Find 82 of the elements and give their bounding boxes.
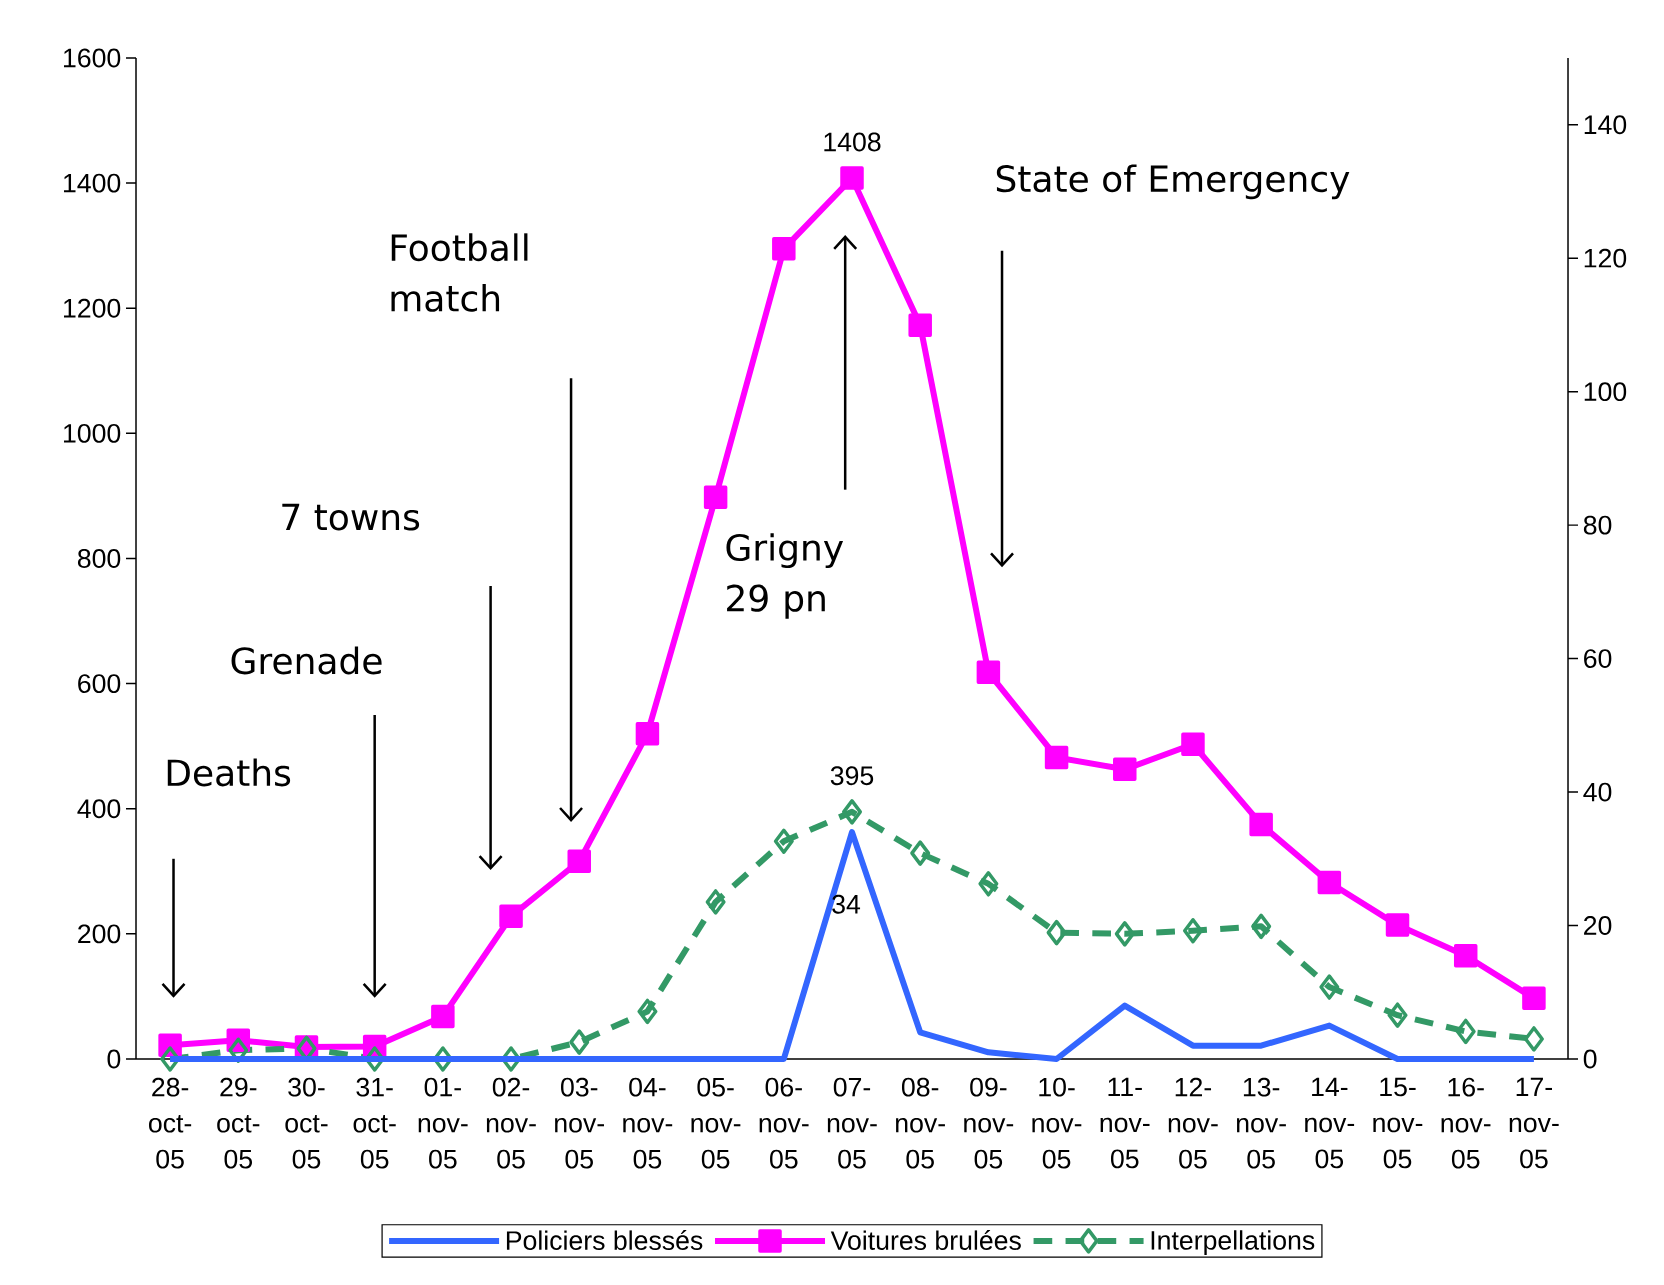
y-tick-label: 800 xyxy=(77,549,121,568)
y-tick-label: 1000 xyxy=(64,423,121,443)
point xyxy=(773,828,794,855)
point xyxy=(499,904,523,929)
annotation: State of Emergency xyxy=(996,164,1350,200)
point xyxy=(1249,812,1273,837)
x-tick-label: 14-nov-05 xyxy=(1305,1077,1355,1169)
y-tick-label: 0 xyxy=(107,1049,121,1069)
point xyxy=(840,166,864,190)
annotation: Deaths xyxy=(167,758,291,787)
x-tick-label: 28-oct-05 xyxy=(149,1077,192,1169)
y2-tick-label: 140 xyxy=(1584,115,1627,135)
x-tick-label: 02-nov-05 xyxy=(486,1077,536,1169)
y2-tick-label: 0 xyxy=(1583,1049,1597,1069)
annotation: Grenade xyxy=(231,646,382,675)
point xyxy=(1523,1026,1544,1052)
x-tick-label: 04-nov-05 xyxy=(623,1077,673,1169)
point xyxy=(569,1029,590,1055)
x-tick-label: 13-nov-05 xyxy=(1236,1077,1286,1169)
point xyxy=(978,871,999,897)
legend-label: Policiers blessés xyxy=(506,1230,703,1250)
data-label: 395 xyxy=(830,766,874,786)
x-tick-label: 08-nov-05 xyxy=(896,1077,945,1169)
data-label: 1408 xyxy=(824,132,881,152)
point xyxy=(1044,745,1069,770)
point xyxy=(431,1004,455,1029)
x-tick-label: 07-nov-05 xyxy=(827,1077,877,1169)
point xyxy=(1182,917,1203,944)
x-tick-label: 10-nov-05 xyxy=(1032,1077,1082,1169)
x-tick-label: 06-nov-05 xyxy=(759,1077,809,1169)
x-tick-label: 29-oct-05 xyxy=(217,1077,260,1169)
point xyxy=(1453,944,1478,968)
y-tick-label: 1600 xyxy=(64,48,121,68)
point xyxy=(1114,921,1135,947)
y2-tick-label: 120 xyxy=(1584,248,1627,268)
x-tick-label: 31-oct-05 xyxy=(353,1077,396,1169)
point xyxy=(567,849,591,874)
annotation: Football match xyxy=(391,233,528,312)
y2-tick-label: 20 xyxy=(1584,916,1612,935)
point xyxy=(1113,757,1137,782)
point xyxy=(1181,732,1205,757)
y-tick-label: 200 xyxy=(78,924,121,944)
point xyxy=(1385,913,1410,937)
x-tick-label: 16-nov-05 xyxy=(1441,1077,1491,1169)
x-tick-label: 03-nov-05 xyxy=(555,1077,604,1169)
data-label: 34 xyxy=(832,894,861,914)
annotation: 7 towns xyxy=(282,503,420,531)
point xyxy=(705,889,726,915)
y-tick-label: 400 xyxy=(77,799,121,819)
x-tick-label: 17-nov-05 xyxy=(1509,1077,1559,1169)
y2-tick-label: 100 xyxy=(1584,382,1627,402)
annotation: Grigny 29 pn xyxy=(726,533,844,619)
y-tick-label: 600 xyxy=(78,674,121,694)
point xyxy=(1319,974,1340,1000)
point xyxy=(1522,986,1546,1011)
point xyxy=(772,237,796,261)
y-tick-label: 1200 xyxy=(64,298,121,318)
x-tick-label: 12-nov-05 xyxy=(1168,1077,1218,1169)
point xyxy=(976,660,1001,685)
legend-label: Voitures brulées xyxy=(830,1230,1021,1250)
point xyxy=(637,998,658,1025)
x-tick-label: 30-oct-05 xyxy=(285,1077,328,1169)
point xyxy=(842,799,863,825)
y2-tick-label: 60 xyxy=(1584,649,1612,669)
point xyxy=(908,313,932,337)
point xyxy=(1251,913,1272,940)
y-tick-label: 1400 xyxy=(64,173,121,193)
legend-label: Interpellations xyxy=(1151,1230,1315,1256)
y2-tick-label: 80 xyxy=(1583,515,1612,535)
y2-tick-label: 40 xyxy=(1583,782,1612,802)
x-tick-label: 01-nov-05 xyxy=(418,1077,468,1169)
point xyxy=(1387,1002,1408,1028)
point xyxy=(1317,870,1342,895)
point xyxy=(1455,1018,1476,1045)
x-tick-label: 11-nov-05 xyxy=(1100,1077,1150,1169)
x-tick-label: 09-nov-05 xyxy=(964,1077,1014,1169)
point xyxy=(635,721,660,746)
point xyxy=(1046,919,1067,946)
x-tick-label: 05-nov-05 xyxy=(691,1077,741,1169)
point xyxy=(910,840,931,866)
point xyxy=(703,485,728,509)
x-tick-label: 15-nov-05 xyxy=(1373,1077,1423,1169)
